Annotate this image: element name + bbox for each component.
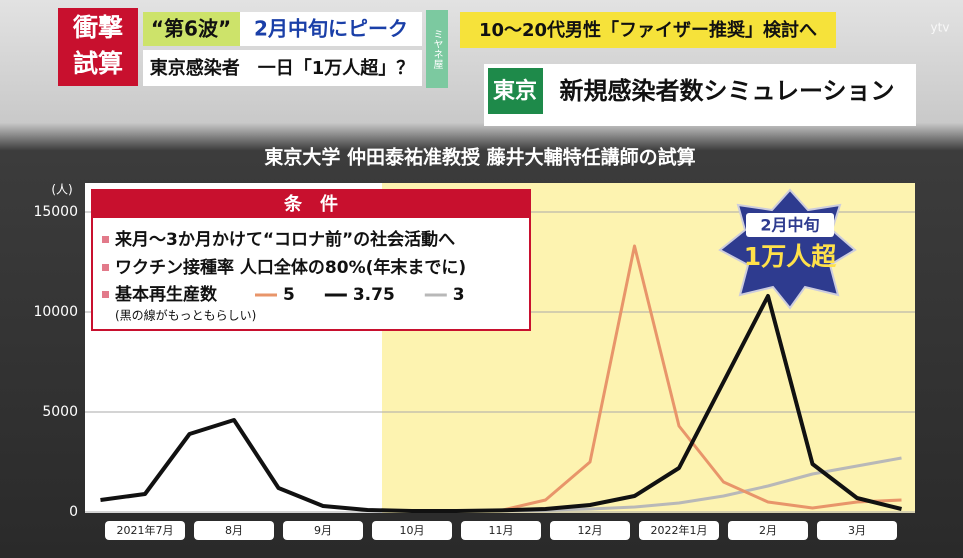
- lines: [100, 244, 902, 513]
- peak-text: 2月中旬にピーク: [254, 17, 408, 41]
- wave-box: [143, 12, 240, 46]
- x-tick-box: [372, 521, 452, 540]
- topic-box: [484, 64, 916, 126]
- place-box: [488, 68, 543, 114]
- logo-box: [426, 10, 448, 88]
- x-axis: 2021年7月 8月 9月 10月 11月 12月 2022年1月 2月 3月: [105, 521, 897, 540]
- x-tick-label: 2月: [759, 524, 777, 537]
- condition-item: ワクチン接種率 人口全体の80%(年末までに): [115, 257, 466, 278]
- peak-box: [240, 12, 422, 46]
- conditions-title: 条 件: [283, 193, 338, 215]
- y-tick-label: 15000: [33, 204, 78, 220]
- conditions-note: (黒の線がもっともらしい): [115, 308, 256, 323]
- x-tick-box: [728, 521, 808, 540]
- x-tick-box: [817, 521, 897, 540]
- x-tick-box: [639, 521, 719, 540]
- x-tick-label: 10月: [400, 524, 425, 537]
- x-tick-box: [283, 521, 363, 540]
- x-tick-label: 2022年1月: [651, 523, 708, 537]
- chart-title: 東京大学 仲田泰祐准教授 藤井大輔特任講師の試算: [264, 146, 695, 169]
- station-logo: ytv: [931, 21, 950, 35]
- x-tick-label: 2021年7月: [117, 523, 174, 537]
- badge-value: 1万人超: [744, 242, 837, 271]
- shock-box: [58, 8, 138, 86]
- badge-label-box: [746, 213, 834, 237]
- condition-item: 基本再生産数: [114, 284, 218, 305]
- logo: ミヤネ屋: [431, 29, 443, 69]
- legend-label: 3: [453, 285, 465, 305]
- legend-label: 3.75: [353, 285, 395, 305]
- series-line: [100, 294, 902, 513]
- condition-item: 来月～3か月かけて“コロナ前”の社会活動へ: [114, 229, 455, 250]
- x-tick-box: [105, 521, 185, 540]
- badge-label: 2月中旬: [760, 216, 819, 235]
- y-tick-label: 10000: [33, 304, 78, 320]
- legend: 5 3.75 3: [255, 285, 465, 305]
- place-text: 東京: [493, 78, 537, 104]
- bullet: [102, 291, 109, 298]
- case-box: [143, 50, 422, 86]
- legend-label: 5: [283, 285, 295, 305]
- x-tick-box: [194, 521, 274, 540]
- topic-text: 新規感染者数シミュレーション: [559, 77, 894, 105]
- news-text: 10～20代男性「ファイザー推奨」検討へ: [479, 19, 817, 41]
- x-tick-label: 9月: [314, 524, 332, 537]
- x-tick-label: 8月: [225, 524, 243, 537]
- x-tick-label: 3月: [848, 524, 866, 537]
- x-tick-label: 11月: [489, 524, 514, 537]
- y-tick-label: 5000: [42, 404, 78, 420]
- x-tick-box: [550, 521, 630, 540]
- y-tick-label: 0: [69, 504, 78, 520]
- wave-text: “第6波”: [151, 17, 231, 41]
- conditions-header: [92, 190, 530, 218]
- x-tick-box: [461, 521, 541, 540]
- y-unit: (人): [51, 183, 72, 197]
- shock-text: 試算: [73, 49, 123, 78]
- x-tick-label: 12月: [578, 524, 603, 537]
- news-box: [460, 12, 836, 48]
- bullet: [102, 236, 109, 243]
- shock-text: 衝撃: [72, 13, 123, 42]
- case-text: 東京感染者 一日「1万人超」？: [150, 57, 415, 79]
- bullet: [102, 264, 109, 271]
